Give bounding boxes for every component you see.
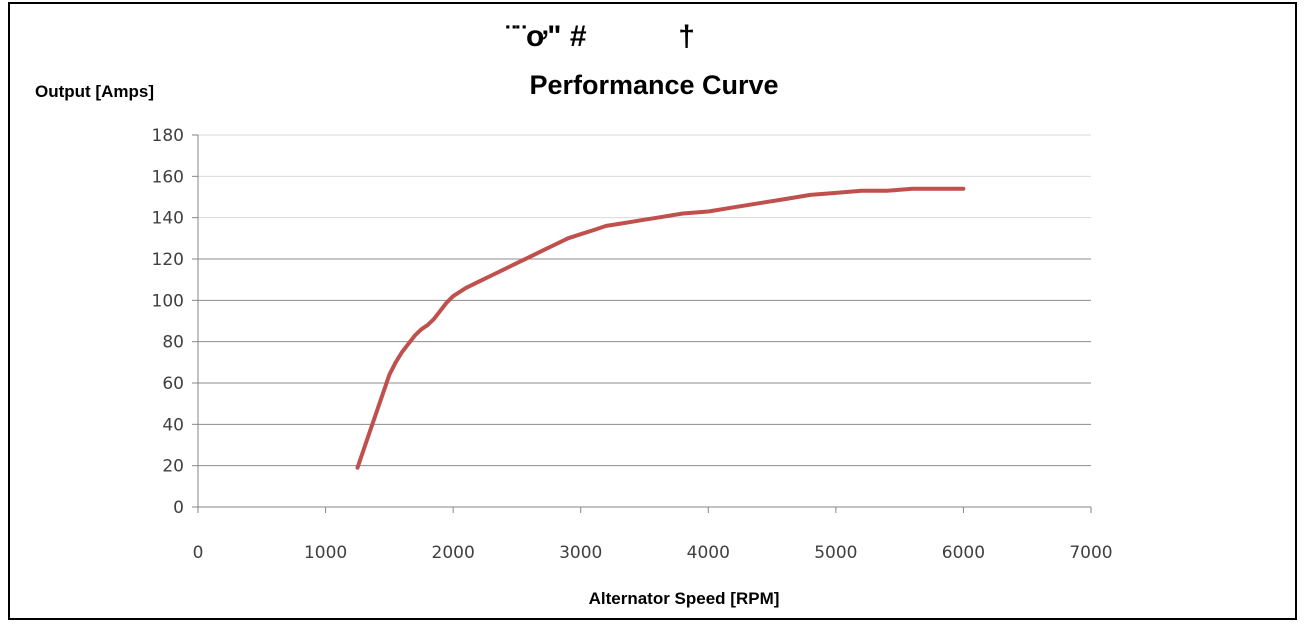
- y-tick-label: 160: [152, 167, 184, 187]
- chart-title: Performance Curve: [529, 70, 778, 100]
- y-axis-label: Output [Amps]: [35, 82, 154, 101]
- y-tick-label: 80: [162, 333, 184, 353]
- tick-labels: 0 20 40 60 80 100 120 140 160 180 0 1000 2000 3000 400…: [152, 126, 1113, 563]
- x-tick-label: 1000: [304, 543, 347, 563]
- x-axis-label: Alternator Speed [RPM]: [589, 589, 780, 608]
- x-tick-label: 4000: [687, 543, 730, 563]
- x-tick-label: 7000: [1069, 543, 1112, 563]
- x-tick-label: 3000: [559, 543, 602, 563]
- y-tick-label: 40: [162, 415, 184, 435]
- x-tick-label: 5000: [814, 543, 857, 563]
- chart-title-glyphs: ¨¨ơ" # †: [506, 20, 695, 53]
- y-tick-label: 100: [152, 291, 184, 311]
- gridlines: [198, 134, 1091, 467]
- y-tick-label: 120: [152, 250, 184, 270]
- y-tick-label: 180: [152, 126, 184, 146]
- y-tick-label: 140: [152, 209, 184, 229]
- series-line-0: [355, 186, 966, 470]
- x-tick-label: 6000: [942, 543, 985, 563]
- series-lines: [355, 186, 966, 470]
- axes: [192, 134, 1092, 513]
- chart-canvas: 0 20 40 60 80 100 120 140 160 180 0 1000 2000 3000 400…: [35, 20, 1113, 608]
- y-tick-label: 60: [162, 374, 184, 394]
- x-tick-label: 0: [193, 543, 204, 563]
- y-tick-label: 0: [173, 498, 184, 518]
- chart-frame: 0 20 40 60 80 100 120 140 160 180 0 1000 2000 3000 400…: [8, 2, 1297, 620]
- x-tick-label: 2000: [432, 543, 475, 563]
- y-tick-label: 20: [162, 457, 184, 477]
